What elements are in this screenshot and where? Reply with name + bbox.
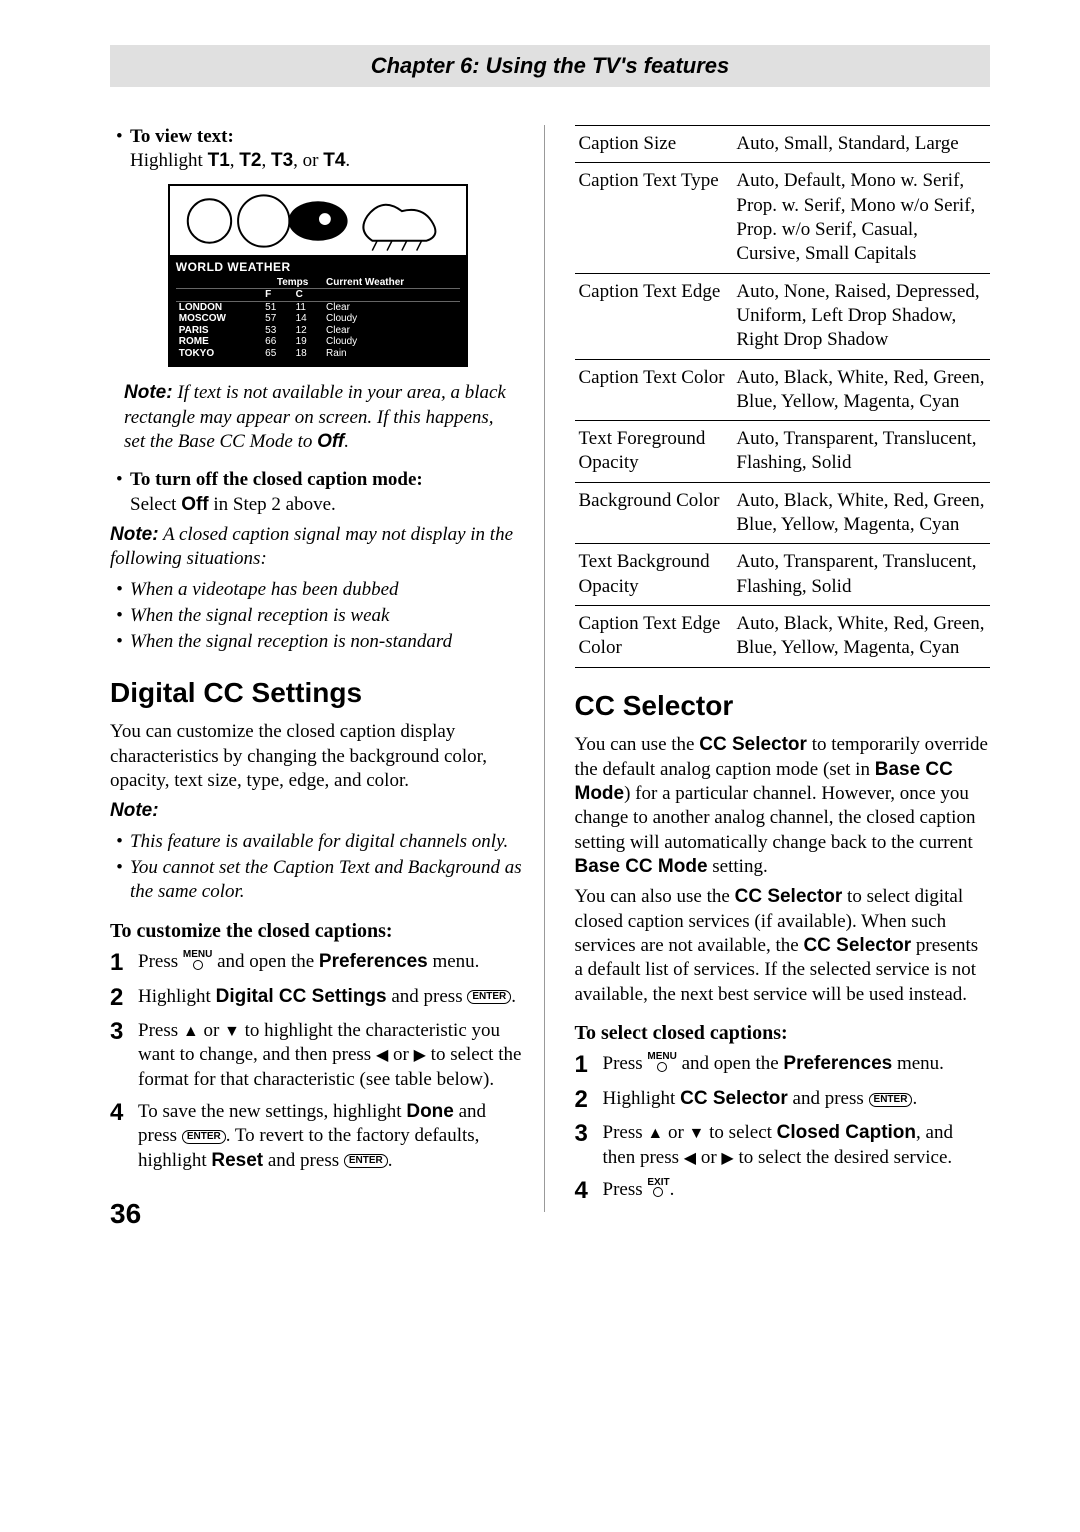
table-row: Text Background OpacityAuto, Transparent… [575, 544, 991, 606]
table-row: Caption SizeAuto, Small, Standard, Large [575, 126, 991, 163]
view-text-bullet: • To view text: Highlight T1, T2, T3, or… [116, 125, 526, 174]
enter-icon: ENTER [467, 990, 511, 1004]
page-number: 36 [110, 1198, 141, 1230]
ccsel-p1: You can use the CC Selector to temporari… [575, 733, 991, 879]
columns: • To view text: Highlight T1, T2, T3, or… [110, 125, 990, 1212]
up-arrow-icon: ▲ [647, 1125, 663, 1142]
weather-title: WORLD WEATHER [176, 260, 460, 275]
table-row: Caption Text Edge ColorAuto, Black, Whit… [575, 606, 991, 668]
table-row: Caption Text TypeAuto, Default, Mono w. … [575, 163, 991, 273]
down-arrow-icon: ▼ [689, 1125, 705, 1142]
table-row: Background ColorAuto, Black, White, Red,… [575, 482, 991, 544]
table-row: Caption Text EdgeAuto, None, Raised, Dep… [575, 273, 991, 359]
weather-row: MOSCOW5714Cloudy [176, 313, 460, 325]
list-item: •This feature is available for digital c… [116, 830, 526, 854]
weather-row: LONDON5111Clear [176, 301, 460, 313]
page: Chapter 6: Using the TV's features • To … [0, 0, 1080, 1272]
exit-icon: EXIT [647, 1178, 669, 1200]
list-item: •When the signal reception is non-standa… [116, 630, 526, 654]
list-item: •You cannot set the Caption Text and Bac… [116, 856, 526, 905]
table-row: Text Foreground OpacityAuto, Transparent… [575, 421, 991, 483]
section-digital-cc: Digital CC Settings [110, 675, 526, 711]
weather-row: PARIS5312Clear [176, 325, 460, 337]
turnoff-bullet: • To turn off the closed caption mode: S… [116, 468, 526, 517]
weather-table: Temps Current Weather F C LONDON5111Clea… [176, 277, 460, 360]
right-arrow-icon: ▶ [721, 1150, 733, 1167]
customize-head: To customize the closed captions: [110, 919, 526, 945]
select-head: To select closed captions: [575, 1021, 991, 1047]
note-1: Note: If text is not available in your a… [124, 381, 512, 454]
down-arrow-icon: ▼ [224, 1023, 240, 1040]
left-column: • To view text: Highlight T1, T2, T3, or… [110, 125, 545, 1212]
weather-map-icon [170, 186, 466, 256]
left-arrow-icon: ◀ [684, 1150, 696, 1167]
note3-list: •This feature is available for digital c… [116, 830, 526, 905]
left-arrow-icon: ◀ [376, 1047, 388, 1064]
weather-row: ROME6619Cloudy [176, 336, 460, 348]
weather-row: TOKYO6518Rain [176, 348, 460, 360]
list-item: •When the signal reception is weak [116, 604, 526, 628]
ccsel-p2: You can also use the CC Selector to sele… [575, 885, 991, 1007]
list-item: •When a videotape has been dubbed [116, 578, 526, 602]
chapter-title: Chapter 6: Using the TV's features [110, 45, 990, 87]
right-arrow-icon: ▶ [414, 1047, 426, 1064]
right-column: Caption SizeAuto, Small, Standard, Large… [575, 125, 991, 1212]
view-text-body: Highlight T1, T2, T3, or T4. [130, 150, 350, 171]
steps-select: 1 Press MENU and open the Preferences me… [575, 1052, 991, 1204]
note-3-label: Note: [110, 800, 159, 821]
steps-customize: 1 Press MENU and open the Preferences me… [110, 950, 526, 1173]
enter-icon: ENTER [182, 1130, 226, 1144]
note-2: Note: A closed caption signal may not di… [110, 523, 526, 572]
enter-icon: ENTER [869, 1093, 913, 1107]
menu-icon: MENU [183, 950, 212, 972]
cc-settings-table: Caption SizeAuto, Small, Standard, Large… [575, 125, 991, 668]
sec1-intro: You can customize the closed caption dis… [110, 720, 526, 793]
world-weather-graphic: WORLD WEATHER Temps Current Weather F C [168, 184, 468, 368]
note2-list: •When a videotape has been dubbed•When t… [116, 578, 526, 655]
enter-icon: ENTER [344, 1154, 388, 1168]
up-arrow-icon: ▲ [183, 1023, 199, 1040]
section-cc-selector: CC Selector [575, 688, 991, 724]
table-row: Caption Text ColorAuto, Black, White, Re… [575, 359, 991, 421]
menu-icon: MENU [647, 1052, 676, 1074]
view-text-head: To view text: [130, 126, 234, 147]
